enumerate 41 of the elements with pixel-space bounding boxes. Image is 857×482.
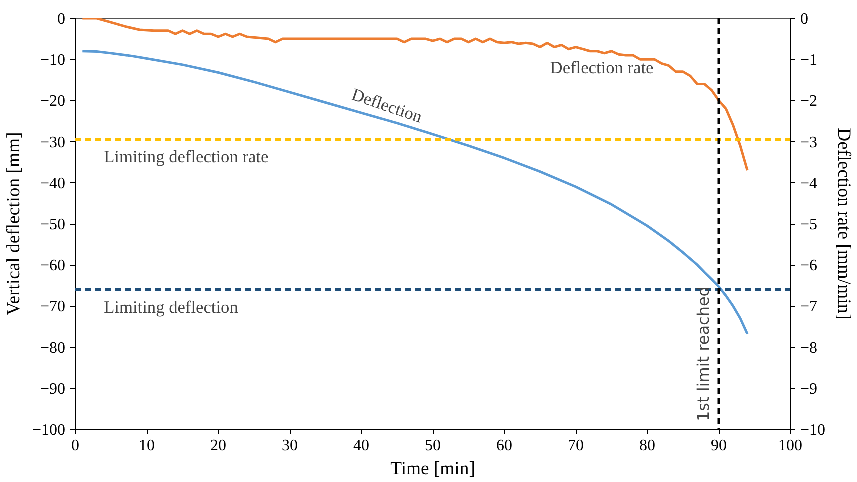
y2-tick-label: −1: [800, 52, 818, 70]
y-tick-label: −30: [40, 134, 66, 152]
x-tick-label: 40: [354, 438, 370, 454]
y2-tick-label: −10: [800, 422, 826, 439]
y-tick-label: −80: [40, 340, 66, 357]
x-tick-label: 30: [282, 438, 298, 454]
y-tick-label: −100: [32, 422, 66, 439]
y2-tick-label: −7: [800, 298, 818, 316]
x-tick-label: 100: [778, 438, 802, 454]
y2-tick-label: −6: [800, 258, 818, 275]
y-tick-label: −20: [40, 93, 66, 110]
y2-tick-label: −2: [800, 93, 818, 110]
y2-tick-label: 0: [800, 11, 808, 28]
x-tick-label: 80: [640, 438, 656, 454]
ref-line-label: 1st limit reached: [694, 286, 713, 422]
x-tick-label: 50: [425, 438, 441, 454]
x-tick-label: 10: [139, 438, 155, 454]
series-label: Deflection rate: [550, 58, 654, 78]
y-axis-title: Vertical deflection [mm]: [3, 132, 24, 316]
y2-tick-label: −5: [800, 216, 818, 234]
y2-tick-label: −8: [800, 340, 818, 357]
y-tick-label: −10: [40, 52, 66, 70]
ref-line-label: Limiting deflection: [104, 298, 239, 317]
line-series: [81, 18, 749, 172]
y-tick-label: −40: [40, 175, 66, 192]
y2-tick-label: −4: [800, 175, 818, 192]
y-tick-label: 0: [58, 11, 66, 28]
ref-line-label: Limiting deflection rate: [104, 148, 269, 167]
x-tick-label: 20: [210, 438, 226, 454]
y2-tick-label: −9: [800, 380, 818, 398]
y2-tick-label: −3: [800, 134, 818, 152]
y-tick-label: −70: [40, 298, 66, 316]
y-tick-label: −90: [40, 380, 66, 398]
y2-axis-title: Deflection rate [mm/min]: [834, 128, 855, 320]
x-tick-label: 70: [568, 438, 584, 454]
x-tick-label: 90: [711, 438, 727, 454]
x-tick-label: 0: [72, 438, 80, 454]
x-axis-title: Time [min]: [390, 458, 476, 480]
y-tick-label: −50: [40, 216, 66, 234]
y-tick-label: −60: [40, 258, 66, 275]
x-tick-label: 60: [496, 438, 512, 454]
